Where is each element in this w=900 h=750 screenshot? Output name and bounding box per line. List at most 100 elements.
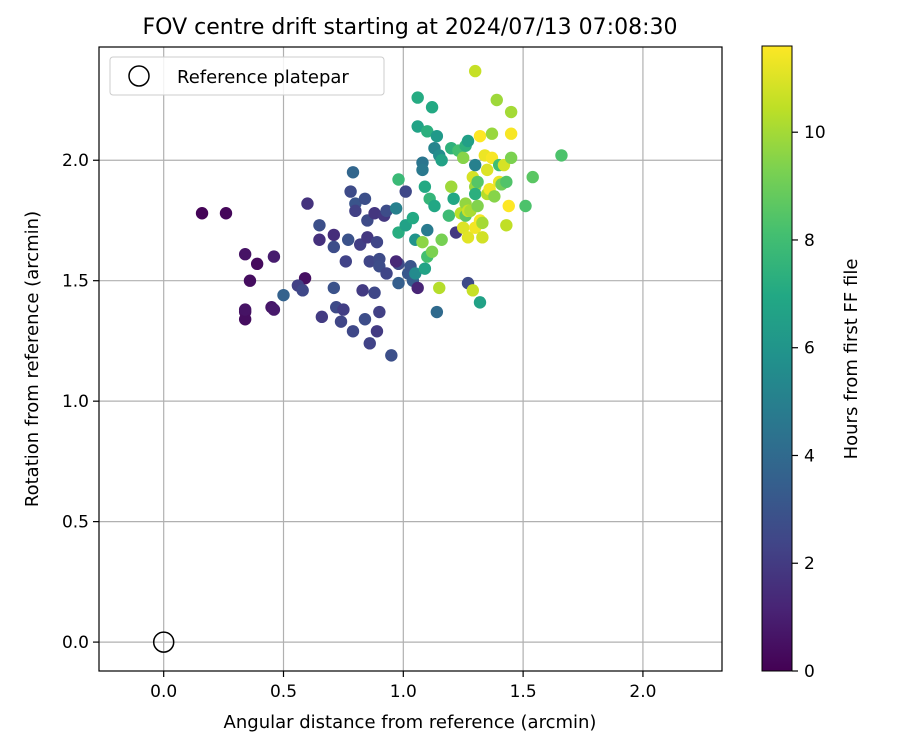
data-point [358, 192, 372, 205]
x-tick-label: 0.5 [270, 682, 297, 702]
data-point [468, 158, 482, 172]
reference-marker-group [152, 631, 175, 653]
data-point [267, 303, 281, 316]
data-point [337, 303, 350, 316]
data-point [519, 199, 532, 213]
data-point [504, 105, 518, 119]
x-tick-label: 0.0 [150, 682, 177, 702]
data-point [555, 149, 568, 162]
data-point [418, 262, 432, 275]
data-point [447, 192, 460, 205]
data-points [195, 64, 568, 362]
data-point [243, 274, 257, 287]
data-point [418, 180, 432, 193]
data-point [370, 235, 384, 249]
data-point [526, 170, 539, 184]
data-point [368, 286, 381, 299]
data-point [342, 233, 355, 246]
data-point [195, 207, 209, 220]
data-point [250, 257, 264, 271]
data-point [428, 199, 441, 213]
data-point [389, 202, 403, 215]
x-tick-label: 2.0 [629, 682, 656, 702]
data-point [433, 281, 446, 295]
data-point [392, 276, 405, 290]
legend-entry-reference-platepar: Reference platepar [177, 67, 349, 88]
plot-frame [98, 46, 723, 672]
data-point [219, 207, 233, 220]
data-point [327, 228, 341, 242]
data-point [411, 91, 424, 104]
chart-title: FOV centre drift starting at 2024/07/13 … [143, 15, 678, 40]
y-tick-label: 0.5 [62, 513, 89, 533]
data-point [416, 163, 429, 177]
data-point [267, 250, 281, 263]
y-tick-label: 1.0 [62, 392, 89, 412]
data-point [504, 151, 518, 165]
reference-point-marker [152, 631, 175, 653]
data-point [327, 240, 341, 254]
data-point [488, 190, 501, 203]
data-point [344, 185, 357, 198]
data-point [327, 281, 341, 295]
data-point [416, 235, 429, 249]
data-point [485, 127, 499, 140]
data-point [370, 325, 384, 338]
data-point [421, 125, 434, 138]
data-point [500, 175, 513, 189]
data-point [502, 199, 515, 213]
data-point [409, 267, 422, 280]
data-point [238, 303, 252, 316]
y-axis-label: Rotation from reference (arcmin) [22, 211, 43, 507]
data-point [385, 349, 398, 362]
data-point [490, 93, 503, 107]
data-point [313, 219, 326, 232]
data-point [480, 163, 494, 177]
data-point [471, 175, 484, 189]
data-point [457, 221, 470, 234]
data-point [361, 231, 374, 244]
data-point [442, 209, 456, 222]
data-point [430, 129, 444, 143]
data-point [238, 247, 252, 261]
data-point [430, 305, 444, 319]
colorbar-gradient [761, 45, 793, 672]
colorbar-tick-label: 0 [804, 662, 815, 682]
data-point [468, 64, 482, 78]
legend-marker-icon [128, 65, 150, 87]
data-point [411, 120, 424, 133]
x-tick-label: 1.5 [510, 682, 537, 702]
data-point [425, 101, 439, 114]
data-point [425, 245, 439, 258]
grid [99, 47, 722, 671]
data-point [380, 204, 393, 218]
colorbar-tick-label: 6 [804, 339, 815, 359]
data-point [421, 223, 434, 237]
data-point [473, 296, 487, 309]
data-point [461, 134, 475, 148]
colorbar-tick-label: 4 [804, 446, 815, 466]
data-point [389, 255, 403, 268]
y-axis-ticks: 0.0 0.5 1.0 1.5 2.0 [62, 151, 99, 653]
data-point [315, 310, 329, 324]
data-point [473, 129, 487, 143]
data-point [346, 166, 360, 179]
data-point [406, 211, 420, 225]
x-axis-ticks: 0.0 0.5 1.0 1.5 2.0 [150, 671, 656, 702]
legend-box [109, 56, 385, 96]
data-point [368, 207, 381, 220]
data-point [363, 337, 376, 350]
data-point [380, 267, 393, 280]
data-point [392, 173, 405, 186]
y-tick-label: 0.0 [62, 633, 89, 653]
x-axis-label: Angular distance from reference (arcmin) [224, 712, 597, 733]
data-point [435, 233, 448, 246]
colorbar: 0 2 4 6 8 10 Hours from first FF file [761, 45, 862, 682]
data-point [301, 197, 314, 210]
data-point [399, 185, 412, 198]
colorbar-tick-label: 2 [804, 554, 815, 574]
data-point [277, 288, 290, 302]
data-point [349, 204, 362, 218]
data-point [476, 216, 489, 230]
